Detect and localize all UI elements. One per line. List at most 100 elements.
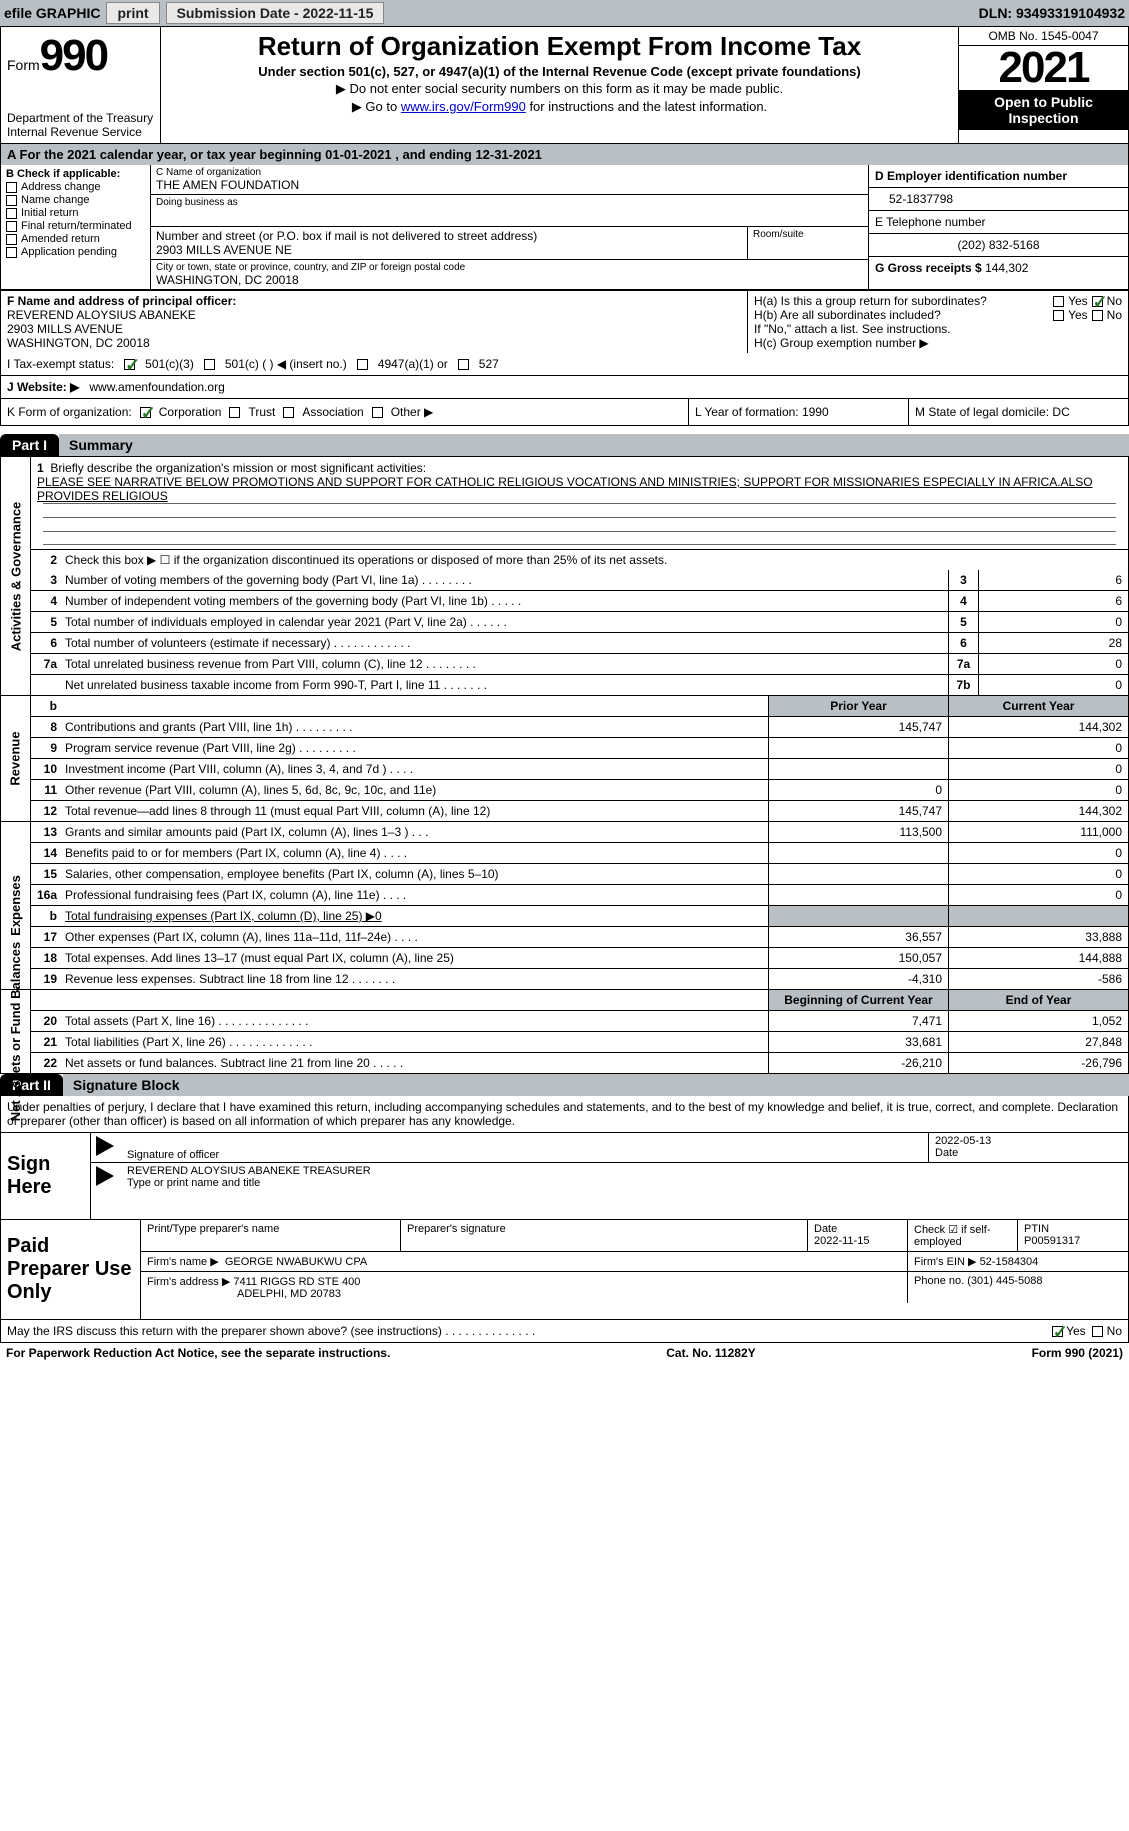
check-initial-return[interactable]: Initial return bbox=[6, 207, 145, 219]
mission-label: Briefly describe the organization's miss… bbox=[50, 461, 426, 475]
row-f-h: F Name and address of principal officer:… bbox=[0, 290, 1129, 353]
phone-value: (202) 832-5168 bbox=[869, 234, 1128, 257]
calendar-year-row: A For the 2021 calendar year, or tax yea… bbox=[0, 144, 1129, 165]
discuss-row: May the IRS discuss this return with the… bbox=[0, 1320, 1129, 1343]
check-501c3[interactable] bbox=[124, 359, 135, 370]
revenue-header: b Prior Year Current Year bbox=[31, 696, 1128, 717]
k-label: K Form of organization: bbox=[7, 405, 132, 419]
column-b: B Check if applicable: Address change Na… bbox=[1, 165, 151, 289]
sig-name-value: REVEREND ALOYSIUS ABANEKE TREASURER bbox=[127, 1165, 1122, 1177]
mission-text: PLEASE SEE NARRATIVE BELOW PROMOTIONS AN… bbox=[37, 475, 1093, 503]
city-label: City or town, state or province, country… bbox=[156, 262, 863, 273]
addr-value: 2903 MILLS AVENUE NE bbox=[156, 243, 742, 257]
hb-yes-box[interactable] bbox=[1053, 310, 1064, 321]
room-suite: Room/suite bbox=[748, 227, 868, 259]
gross-receipts: G Gross receipts $ 144,302 bbox=[869, 257, 1128, 279]
part-1-badge: Part I bbox=[0, 434, 59, 456]
form-number: Form 990 bbox=[7, 31, 154, 81]
ha-yes-box[interactable] bbox=[1053, 296, 1064, 307]
prep-ptin: PTINP00591317 bbox=[1018, 1220, 1128, 1251]
sign-here-row: Sign Here Signature of officer 2022-05-1… bbox=[1, 1133, 1128, 1219]
line-13: 13 Grants and similar amounts paid (Part… bbox=[31, 822, 1128, 843]
note-post: for instructions and the latest informat… bbox=[526, 99, 767, 114]
check-address-change[interactable]: Address change bbox=[6, 181, 145, 193]
note-pre: ▶ Go to bbox=[352, 99, 401, 114]
sig-name-label: Type or print name and title bbox=[127, 1177, 1122, 1189]
ha-text: H(a) Is this a group return for subordin… bbox=[754, 294, 1049, 308]
tax-status-row: I Tax-exempt status: 501(c)(3) 501(c) ( … bbox=[1, 353, 1128, 376]
line-4: 4 Number of independent voting members o… bbox=[31, 591, 1128, 612]
status-label: I Tax-exempt status: bbox=[7, 357, 114, 371]
sig-date-value: 2022-05-13 bbox=[935, 1135, 1122, 1147]
discuss-no-box[interactable] bbox=[1092, 1326, 1103, 1337]
check-4947[interactable] bbox=[357, 359, 368, 370]
city-field: City or town, state or province, country… bbox=[151, 260, 868, 289]
principal-addr2: WASHINGTON, DC 20018 bbox=[7, 336, 741, 350]
h-b-row: H(b) Are all subordinates included? Yes … bbox=[754, 308, 1122, 322]
hb-text: H(b) Are all subordinates included? bbox=[754, 308, 1049, 322]
ein-label: D Employer identification number bbox=[869, 165, 1128, 188]
bottom-line: For Paperwork Reduction Act Notice, see … bbox=[0, 1343, 1129, 1363]
state-domicile: M State of legal domicile: DC bbox=[908, 399, 1128, 425]
row-i-j: I Tax-exempt status: 501(c)(3) 501(c) ( … bbox=[0, 353, 1129, 399]
summary-expenses: Expenses 13 Grants and similar amounts p… bbox=[0, 822, 1129, 990]
signature-block: Under penalties of perjury, I declare th… bbox=[0, 1096, 1129, 1320]
check-final-return[interactable]: Final return/terminated bbox=[6, 220, 145, 232]
submission-date-button[interactable]: Submission Date - 2022-11-15 bbox=[166, 2, 385, 24]
check-527[interactable] bbox=[458, 359, 469, 370]
vlabel-governance: Activities & Governance bbox=[1, 457, 31, 695]
check-other[interactable] bbox=[372, 407, 383, 418]
print-button[interactable]: print bbox=[106, 2, 159, 24]
preparer-row: Paid Preparer Use Only Print/Type prepar… bbox=[1, 1219, 1128, 1319]
irs-link[interactable]: www.irs.gov/Form990 bbox=[401, 99, 526, 114]
check-name-change[interactable]: Name change bbox=[6, 194, 145, 206]
check-amended-return[interactable]: Amended return bbox=[6, 233, 145, 245]
line-9: 9 Program service revenue (Part VIII, li… bbox=[31, 738, 1128, 759]
line-8: 8 Contributions and grants (Part VIII, l… bbox=[31, 717, 1128, 738]
city-value: WASHINGTON, DC 20018 bbox=[156, 273, 863, 287]
open-public-badge: Open to Public Inspection bbox=[959, 90, 1128, 130]
line-17: 17 Other expenses (Part IX, column (A), … bbox=[31, 927, 1128, 948]
line-14: 14 Benefits paid to or for members (Part… bbox=[31, 843, 1128, 864]
prior-year-header: Prior Year bbox=[768, 696, 948, 716]
check-application-pending[interactable]: Application pending bbox=[6, 246, 145, 258]
org-name-field: C Name of organization THE AMEN FOUNDATI… bbox=[151, 165, 868, 195]
ein-value: 52-1837798 bbox=[869, 188, 1128, 210]
prep-check: Check ☑ if self-employed bbox=[908, 1220, 1018, 1251]
firm-ein: Firm's EIN ▶ 52-1584304 bbox=[908, 1252, 1128, 1271]
principal-label: F Name and address of principal officer: bbox=[7, 294, 236, 308]
addr-label: Number and street (or P.O. box if mail i… bbox=[156, 229, 742, 243]
check-trust[interactable] bbox=[229, 407, 240, 418]
current-year-header: Current Year bbox=[948, 696, 1128, 716]
line-11: 11 Other revenue (Part VIII, column (A),… bbox=[31, 780, 1128, 801]
principal-name: REVEREND ALOYSIUS ABANEKE bbox=[7, 308, 741, 322]
column-d: D Employer identification number 52-1837… bbox=[868, 165, 1128, 289]
check-corporation[interactable] bbox=[140, 407, 151, 418]
ha-no-box[interactable] bbox=[1092, 296, 1103, 307]
dba-label: Doing business as bbox=[156, 197, 863, 208]
note-link: ▶ Go to www.irs.gov/Form990 for instruct… bbox=[167, 99, 952, 115]
line-12: 12 Total revenue—add lines 8 through 11 … bbox=[31, 801, 1128, 821]
column-c: C Name of organization THE AMEN FOUNDATI… bbox=[151, 165, 1128, 289]
sign-here-label: Sign Here bbox=[1, 1133, 91, 1219]
line-15: 15 Salaries, other compensation, employe… bbox=[31, 864, 1128, 885]
form-subtitle: Under section 501(c), 527, or 4947(a)(1)… bbox=[167, 64, 952, 79]
prep-date: Date2022-11-15 bbox=[808, 1220, 908, 1251]
principal-addr1: 2903 MILLS AVENUE bbox=[7, 322, 741, 336]
discuss-yes-box[interactable] bbox=[1052, 1326, 1063, 1337]
gross-value: 144,302 bbox=[985, 261, 1028, 275]
row-k-l-m: K Form of organization: Corporation Trus… bbox=[0, 399, 1129, 426]
principal-officer: F Name and address of principal officer:… bbox=[1, 291, 748, 353]
line-7a: 7a Total unrelated business revenue from… bbox=[31, 654, 1128, 675]
org-name-value: THE AMEN FOUNDATION bbox=[156, 178, 863, 192]
check-501c[interactable] bbox=[204, 359, 215, 370]
org-name-label: C Name of organization bbox=[156, 167, 863, 178]
summary-governance: Activities & Governance 1 Briefly descri… bbox=[0, 456, 1129, 696]
vlabel-net-assets: Net Assets or Fund Balances bbox=[1, 990, 31, 1073]
gross-label: G Gross receipts $ bbox=[875, 261, 982, 275]
form-word: Form bbox=[7, 57, 40, 73]
hb-note: If "No," attach a list. See instructions… bbox=[754, 322, 1122, 336]
arrow-icon bbox=[91, 1163, 121, 1193]
check-association[interactable] bbox=[283, 407, 294, 418]
cat-number: Cat. No. 11282Y bbox=[666, 1346, 755, 1360]
